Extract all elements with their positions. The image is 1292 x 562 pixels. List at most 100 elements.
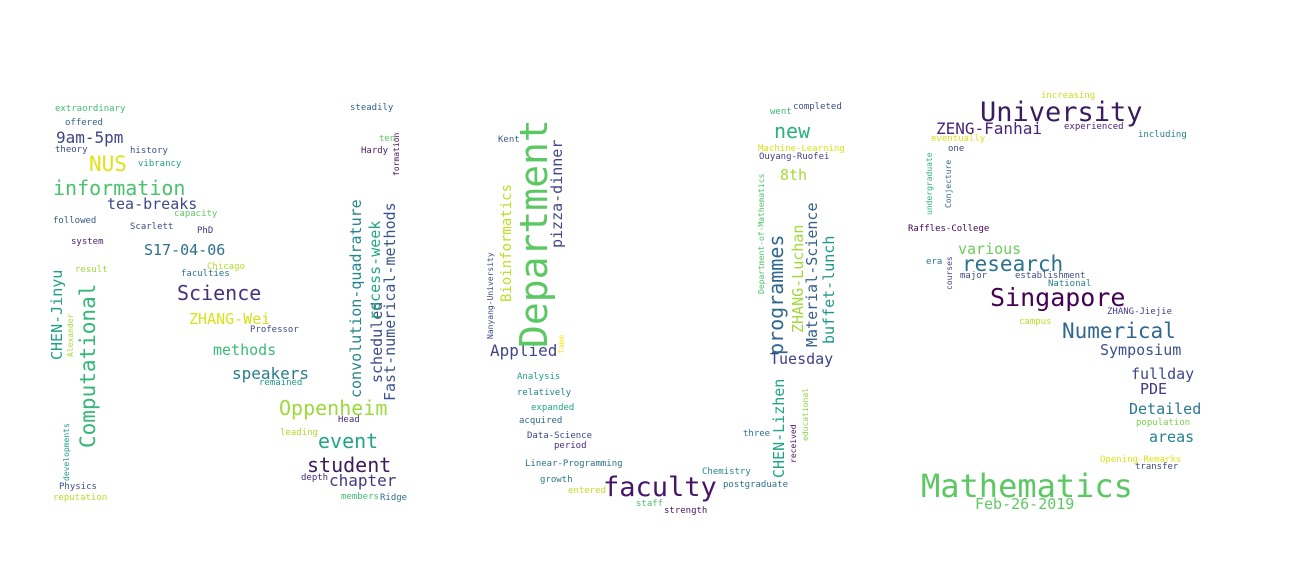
word-opening-remarks: Opening-Remarks xyxy=(1100,455,1182,465)
word-methods: methods xyxy=(213,341,277,359)
word-head: Head xyxy=(338,415,360,425)
word-pizza-dinner: pizza-dinner xyxy=(548,139,566,248)
word-fast-numerical-methods: Fast-numerical-methods xyxy=(381,202,399,401)
word-fullday: fullday xyxy=(1131,365,1195,383)
word-followed: followed xyxy=(53,216,97,226)
word-mathematics-department: Mathematics-Department xyxy=(1199,387,1210,520)
word-buffet-lunch: buffet-lunch xyxy=(820,235,838,344)
word-remained: remained xyxy=(259,378,303,388)
word-zhang-wei: ZHANG-Wei xyxy=(189,310,271,328)
word-physics: Physics xyxy=(59,482,97,492)
word-fame: fame xyxy=(557,334,566,354)
word-zhang-jiejie: ZHANG-Jiejie xyxy=(1107,307,1173,317)
word-staff: staff xyxy=(636,499,664,509)
word-new: new xyxy=(774,119,811,143)
word-linear-programming: Linear-Programming xyxy=(525,459,623,469)
word-expanded: expanded xyxy=(531,403,575,413)
word-student: student xyxy=(307,453,392,477)
word-vibrancy: vibrancy xyxy=(138,159,182,169)
word-including: including xyxy=(1138,130,1187,140)
word-era: era xyxy=(926,257,943,267)
word-period: period xyxy=(554,441,587,451)
word-completed: completed xyxy=(793,102,842,112)
word-received: received xyxy=(789,424,798,463)
word-various: various xyxy=(958,240,1022,258)
word-areas: areas xyxy=(1149,428,1195,446)
word-relatively: relatively xyxy=(517,388,572,398)
word-speakers: speakers xyxy=(232,364,310,383)
word-programmes: programmes xyxy=(764,234,788,355)
word-alexander: Alexander xyxy=(66,313,75,357)
word-tea-breaks: tea-breaks xyxy=(107,195,198,213)
word-faculty: faculty xyxy=(603,472,717,503)
word-members: members xyxy=(341,492,379,502)
word-phd: PhD xyxy=(197,226,214,236)
word-nanyang-university: Nanyang-University xyxy=(486,252,495,339)
word-one: one xyxy=(948,144,965,154)
word-strength: strength xyxy=(664,506,708,516)
word-material-science: Material-Science xyxy=(803,202,821,348)
word-offered: offered xyxy=(65,118,103,128)
word-computational: Computational xyxy=(76,283,100,448)
word-ouyang-ruofei: Ouyang-Ruofei xyxy=(759,152,830,162)
word-steadily: steadily xyxy=(350,103,394,113)
word-professor: Professor xyxy=(250,325,299,335)
word-entered: entered xyxy=(568,486,606,496)
word-pde: PDE xyxy=(1140,380,1168,398)
word-s17-04-06: S17-04-06 xyxy=(144,241,226,259)
word-growth: growth xyxy=(540,475,573,485)
word-campus: campus xyxy=(1019,317,1052,327)
word-history: history xyxy=(130,146,168,156)
word-extraordinary: extraordinary xyxy=(55,104,126,114)
word-chemistry: Chemistry xyxy=(702,467,751,477)
word-reputation: reputation xyxy=(53,493,108,503)
word-experienced: experienced xyxy=(1064,122,1124,132)
word-nus: NUS xyxy=(89,152,127,176)
word-8th: 8th xyxy=(780,166,808,184)
word-symposium: Symposium xyxy=(1100,341,1182,359)
word-science: Science xyxy=(177,281,262,305)
word-ridge: Ridge xyxy=(380,493,408,503)
word-faculties: faculties xyxy=(181,269,230,279)
word-developments: developments xyxy=(62,423,71,481)
word-event: event xyxy=(318,429,379,453)
word-conjecture: Conjecture xyxy=(944,159,953,208)
word-detailed: Detailed xyxy=(1129,400,1202,418)
word-zhang-luchan: ZHANG-Luchan xyxy=(789,224,807,333)
word-result: result xyxy=(75,265,108,275)
word-raffles-college: Raffles-College xyxy=(908,224,990,234)
word-system: system xyxy=(71,237,104,247)
word-chen-lizhen: CHEN-Lizhen xyxy=(770,378,788,478)
word-department-of-mathematics: Department-of-Mathematics xyxy=(757,173,766,294)
word-leading: leading xyxy=(280,428,318,438)
word-population: population xyxy=(1136,418,1191,428)
word-eventually: eventually xyxy=(931,134,986,144)
word-hardy: Hardy xyxy=(361,146,389,156)
word-transfer: transfer xyxy=(1135,462,1179,472)
word-9am-5pm: 9am-5pm xyxy=(56,128,124,147)
word-chapter: chapter xyxy=(329,471,397,490)
word-university: University xyxy=(980,97,1143,128)
word-establishment: establishment xyxy=(1015,271,1086,281)
word-machine-learning: Machine-Learning xyxy=(758,144,845,154)
word-capacity: capacity xyxy=(174,209,218,219)
word-numerical: Numerical xyxy=(1062,319,1176,343)
word-courses: courses xyxy=(945,256,954,290)
word-data-science: Data-Science xyxy=(527,431,593,441)
word-acquired: acquired xyxy=(519,416,563,426)
word-convolution-quadrature: convolution-quadrature xyxy=(347,199,365,398)
word-mathematics: Mathematics xyxy=(921,467,1133,505)
word-applied: Applied xyxy=(490,341,558,360)
word-tuesday: Tuesday xyxy=(770,350,834,368)
word-bioinformatics: Bioinformatics xyxy=(499,183,515,302)
word-research: research xyxy=(962,252,1064,276)
word-oppenheim: Oppenheim xyxy=(279,396,388,420)
word-went: went xyxy=(770,107,792,117)
word-national: National xyxy=(1048,279,1092,289)
word-chicago: Chicago xyxy=(207,262,245,272)
word-undergraduate: undergraduate xyxy=(925,152,934,215)
word-postgraduate: postgraduate xyxy=(723,480,789,490)
word-three: three xyxy=(743,429,771,439)
word-educational: educational xyxy=(801,388,810,441)
